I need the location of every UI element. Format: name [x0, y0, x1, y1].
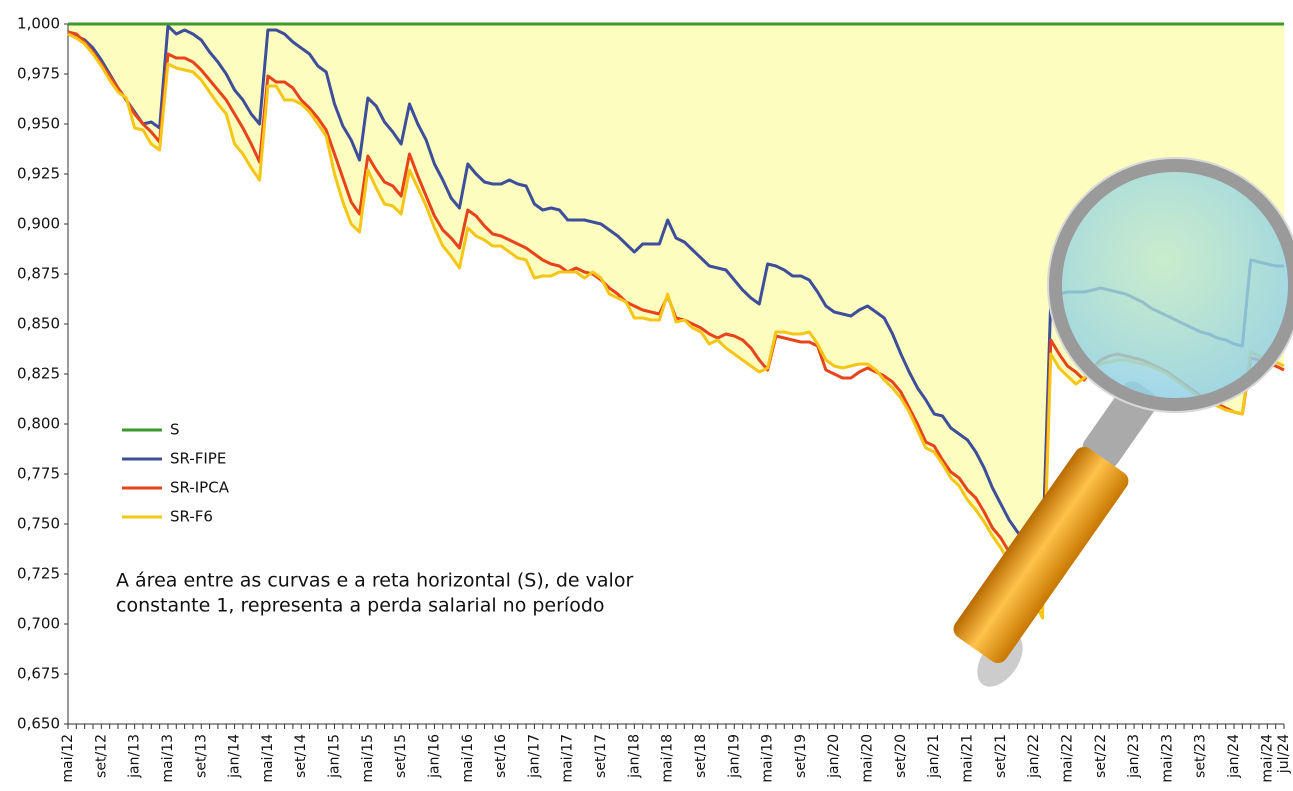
- legend-label: SR-FIPE: [170, 450, 226, 468]
- chart: 0,650 0,675 0,700 0,725 0,750 0,775 0,800 0,825…: [0, 0, 1293, 791]
- y-tick-label: 0,925: [17, 165, 60, 183]
- y-tick-label: 0,750: [17, 515, 60, 533]
- y-tick-label: 0,700: [17, 615, 60, 633]
- x-tick-label: set/22: [1093, 734, 1109, 778]
- y-tick-label: 0,675: [17, 665, 60, 683]
- x-tick-label: set/13: [193, 734, 209, 778]
- x-tick-label: jan/15: [327, 734, 343, 779]
- y-tick-label: 0,950: [17, 115, 60, 133]
- x-tick-label: mai/15: [360, 734, 376, 783]
- x-tick-label: mai/13: [160, 734, 176, 783]
- annotation: constante 1, representa a perda salarial…: [116, 595, 605, 617]
- legend-label: S: [170, 421, 180, 439]
- x-tick-label: set/12: [93, 734, 109, 778]
- x-tick-label: jan/21: [926, 734, 942, 779]
- x-tick-label: set/23: [1193, 734, 1209, 778]
- y-tick-label: 0,850: [17, 315, 60, 333]
- x-tick-label: mai/22: [1059, 734, 1075, 783]
- x-tick-label: mai/19: [760, 734, 776, 783]
- y-tick-label: 0,775: [17, 465, 60, 483]
- x-tick-label: jul/24: [1276, 734, 1292, 774]
- plot: 0,650 0,675 0,700 0,725 0,750 0,775 0,800 0,825…: [17, 15, 1292, 783]
- x-tick-label: jan/16: [426, 734, 442, 779]
- x-tick-label: mai/21: [960, 734, 976, 783]
- x-tick-label: mai/24: [1259, 734, 1275, 783]
- y-tick-label: 1,000: [17, 15, 60, 33]
- x-tick-label: mai/20: [860, 734, 876, 783]
- x-tick-label: jan/14: [227, 734, 243, 779]
- x-tick-label: jan/20: [826, 734, 842, 779]
- y-tick-label: 0,725: [17, 565, 60, 583]
- x-tick-label: mai/18: [660, 734, 676, 783]
- x-tick-label: set/14: [293, 734, 309, 778]
- y-tick-label: 0,900: [17, 215, 60, 233]
- x-tick-label: set/20: [893, 734, 909, 778]
- x-tick-label: jan/17: [526, 734, 542, 779]
- y-tick-label: 0,825: [17, 365, 60, 383]
- legend-label: SR-IPCA: [170, 479, 230, 497]
- y-tick-label: 0,975: [17, 65, 60, 83]
- x-tick-label: jan/23: [1126, 734, 1142, 779]
- legend-label: SR-F6: [170, 508, 213, 526]
- x-tick-label: set/17: [593, 734, 609, 778]
- y-tick-label: 0,800: [17, 415, 60, 433]
- x-tick-label: set/21: [993, 734, 1009, 778]
- x-tick-label: mai/14: [260, 734, 276, 783]
- x-tick-label: set/19: [793, 734, 809, 778]
- x-tick-label: set/18: [693, 734, 709, 778]
- y-tick-label: 0,650: [17, 715, 60, 733]
- x-tick-label: jan/13: [127, 734, 143, 779]
- x-tick-label: mai/17: [560, 734, 576, 783]
- x-tick-label: mai/23: [1159, 734, 1175, 783]
- x-tick-label: mai/16: [460, 734, 476, 783]
- x-tick-label: jan/22: [1026, 734, 1042, 779]
- annotation: A área entre as curvas e a reta horizont…: [116, 570, 633, 592]
- x-tick-label: jan/18: [626, 734, 642, 779]
- x-tick-label: jan/24: [1226, 734, 1242, 779]
- x-tick-label: set/16: [493, 734, 509, 778]
- x-tick-label: jan/19: [726, 734, 742, 779]
- x-tick-label: mai/12: [60, 734, 76, 783]
- y-tick-label: 0,875: [17, 265, 60, 283]
- x-tick-label: set/15: [393, 734, 409, 778]
